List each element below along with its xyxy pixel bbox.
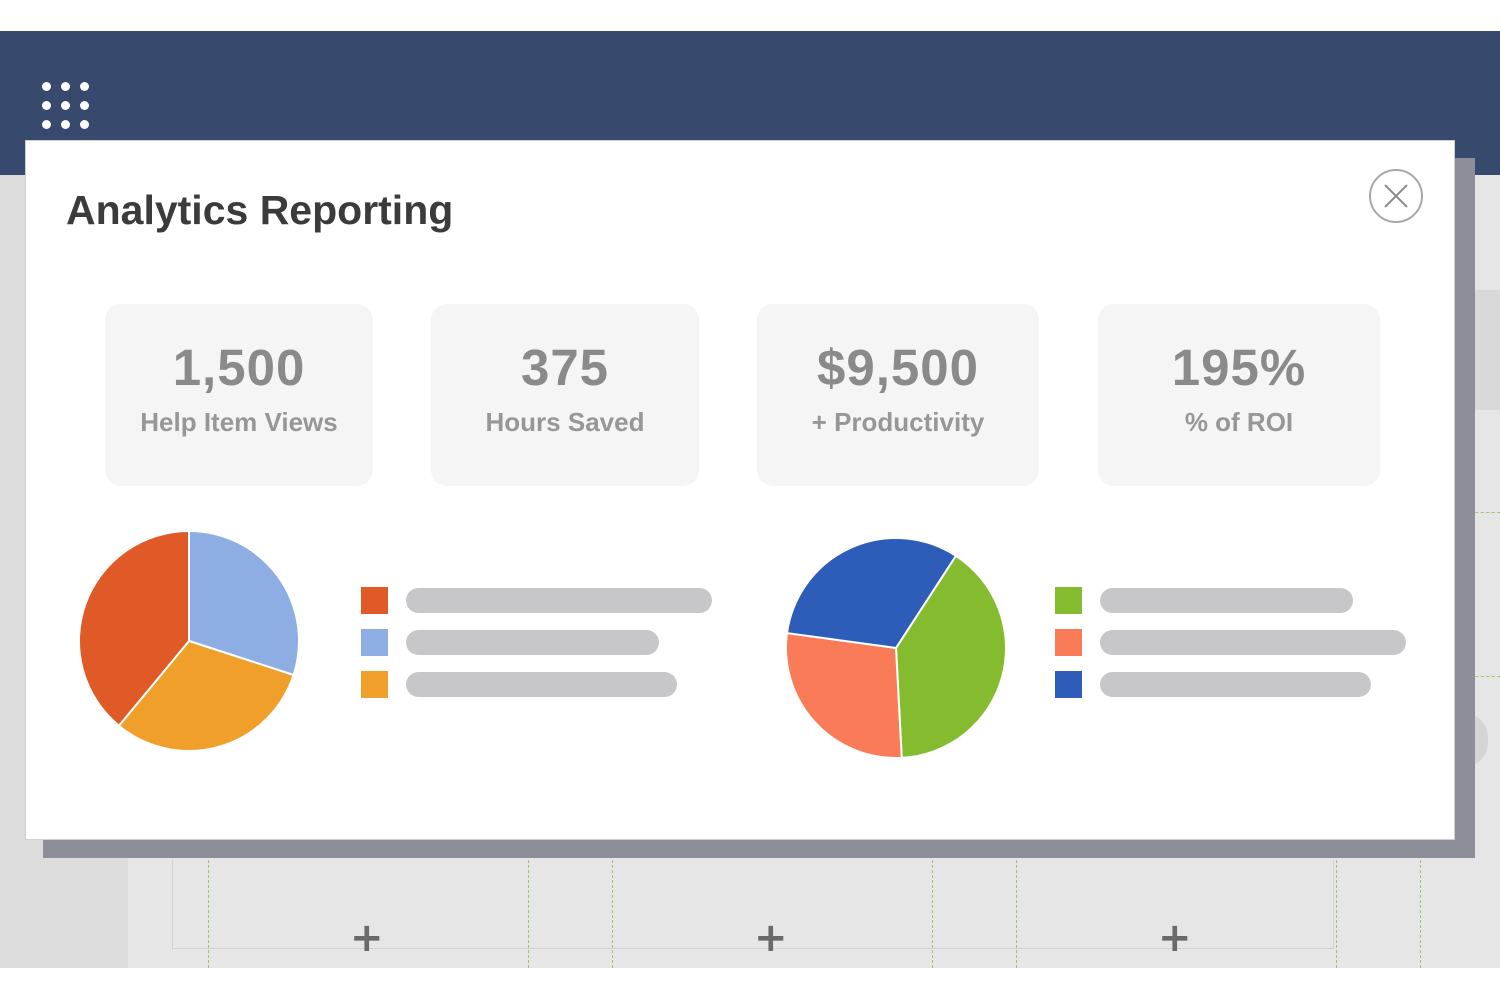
pie-slice-2 xyxy=(785,537,958,650)
pie-slice-1 xyxy=(117,639,295,752)
legend-label-placeholder xyxy=(1100,672,1371,697)
stat-value: 1,500 xyxy=(172,339,306,396)
stat-card-help-item-views: 1,500 Help Item Views xyxy=(105,304,373,486)
legend-label-placeholder xyxy=(406,588,712,613)
stat-value: 375 xyxy=(520,339,610,396)
background-panel xyxy=(1470,290,1500,410)
add-button[interactable]: + xyxy=(1158,915,1192,961)
modal-title: Analytics Reporting xyxy=(66,187,454,233)
pie-chart-right xyxy=(785,537,1007,759)
legend-label-placeholder xyxy=(406,672,677,697)
bottom-margin xyxy=(0,968,1500,1000)
legend-label-placeholder xyxy=(406,630,659,655)
pie-slice-2 xyxy=(78,529,190,728)
stat-label: Help Item Views xyxy=(140,407,338,437)
stat-card-hours-saved: 375 Hours Saved xyxy=(431,304,699,486)
legend-swatch xyxy=(361,629,388,656)
background-divider xyxy=(1470,512,1500,513)
background-grid-panel xyxy=(172,860,1334,949)
grid-divider xyxy=(528,845,529,968)
grid-divider xyxy=(208,845,209,968)
stat-label: % of ROI xyxy=(1184,407,1294,437)
add-button[interactable]: + xyxy=(754,915,788,961)
analytics-reporting-modal: Analytics Reporting 1,500 Help Item View… xyxy=(25,140,1455,840)
grid-divider xyxy=(1016,845,1017,968)
legend-label-placeholder xyxy=(1100,588,1353,613)
legend-swatch xyxy=(1055,629,1082,656)
grid-divider xyxy=(1420,845,1421,968)
stat-card-roi: 195% % of ROI xyxy=(1098,304,1380,486)
grid-icon[interactable] xyxy=(42,82,92,130)
grid-divider xyxy=(932,845,933,968)
close-icon xyxy=(1384,184,1408,208)
background-divider xyxy=(1470,676,1500,677)
stat-value: $9,500 xyxy=(817,339,979,396)
stat-value: 195% xyxy=(1171,339,1307,396)
add-button[interactable]: + xyxy=(350,915,384,961)
legend-label-placeholder xyxy=(1100,630,1406,655)
grid-divider xyxy=(1336,845,1337,968)
pie-slice-0 xyxy=(188,529,300,677)
legend-swatch xyxy=(1055,587,1082,614)
grid-divider xyxy=(612,845,613,968)
stat-label: Hours Saved xyxy=(485,407,645,437)
legend-swatch xyxy=(1055,671,1082,698)
close-button[interactable] xyxy=(1369,169,1423,223)
stat-label: + Productivity xyxy=(811,407,985,437)
legend-swatch xyxy=(361,587,388,614)
legend-swatch xyxy=(361,671,388,698)
pie-slice-1 xyxy=(785,631,903,759)
stat-card-productivity: $9,500 + Productivity xyxy=(757,304,1039,486)
pie-chart-left xyxy=(78,529,300,752)
